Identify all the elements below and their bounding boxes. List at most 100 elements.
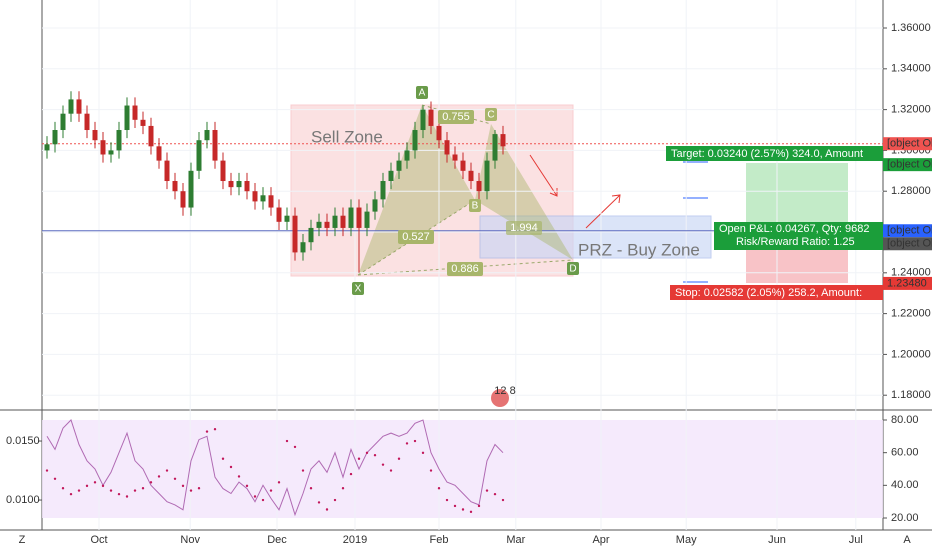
candle-body — [228, 181, 234, 188]
indicator-dot — [293, 445, 297, 449]
indicator-dot — [357, 457, 361, 460]
indicator-dot — [77, 489, 81, 492]
candle-body — [92, 130, 98, 141]
indicator-dot — [325, 508, 329, 511]
pattern-diag — [357, 199, 476, 276]
indicator-dot — [397, 457, 401, 460]
candle-body — [180, 191, 186, 208]
candle-body — [76, 99, 82, 114]
candle-body — [444, 140, 450, 155]
indicator-dot — [493, 492, 497, 496]
target-zone — [746, 163, 848, 230]
indicator-dot — [205, 430, 209, 433]
point-label: D — [569, 264, 576, 275]
point-label: A — [419, 88, 426, 99]
indicator-dot — [453, 504, 457, 508]
indicator-dot — [373, 453, 377, 457]
indicator-dot — [181, 484, 185, 488]
indicator-dot — [477, 504, 481, 508]
point-badge — [352, 282, 364, 295]
candle-body — [396, 160, 402, 171]
price-label: [object Object] — [887, 238, 932, 250]
indicator-dot — [229, 465, 233, 469]
price-label-box — [883, 276, 932, 290]
candle-body — [292, 215, 298, 253]
indicator-dot — [237, 475, 241, 478]
arrow-up — [585, 194, 621, 229]
candle-body — [148, 125, 154, 147]
indicator-dot — [309, 487, 313, 490]
price-label-box — [883, 137, 932, 151]
indicator-dot — [421, 451, 425, 455]
indicator-dot — [197, 487, 201, 490]
pl-box — [714, 222, 883, 250]
indicator-dot — [485, 489, 489, 492]
candle-body — [108, 150, 114, 155]
indicator-dot — [381, 463, 385, 466]
x-tick-label: May — [676, 534, 697, 546]
indicator-dot — [213, 428, 217, 431]
candle-body — [68, 99, 74, 114]
y-tick-label: 1.20000 — [891, 348, 931, 360]
indicator-dot — [189, 489, 193, 492]
pattern-bcd — [475, 124, 573, 260]
y-tick-label: 1.18000 — [891, 389, 931, 401]
a-button[interactable]: A — [903, 534, 911, 546]
price-label-box — [883, 158, 932, 172]
indicator-dot — [469, 510, 473, 514]
stop-label: Stop: 0.02582 (2.05%) 258.2, Amount: — [675, 287, 862, 299]
indicator-dot — [253, 495, 257, 498]
point-badge — [485, 108, 497, 121]
candle-body — [260, 195, 266, 202]
candle-body — [340, 215, 346, 228]
arrow-down — [529, 154, 558, 197]
indicator-dot — [53, 477, 57, 481]
candle-body — [196, 140, 202, 171]
candle-body — [324, 221, 330, 228]
indicator-dot — [173, 477, 177, 481]
rr-label: Risk/Reward Ratio: 1.25 — [736, 236, 855, 248]
indicator-line — [46, 419, 504, 517]
ratio-label: 1.994 — [510, 222, 538, 234]
candle-body — [388, 170, 394, 182]
candle-body — [332, 215, 338, 228]
indicator-dot — [389, 469, 393, 472]
indicator-dot — [245, 484, 249, 488]
indicator-dot — [461, 508, 465, 511]
x-tick-label: Apr — [592, 534, 609, 546]
indicator-dot — [141, 487, 145, 490]
indicator-dot — [333, 498, 337, 502]
x-tick-label: 2019 — [343, 534, 367, 546]
point-label: X — [355, 284, 362, 295]
y-tick-label: 1.28000 — [891, 185, 931, 197]
price-label: [object Object] — [887, 138, 932, 150]
price-label: [object Object] — [887, 225, 932, 237]
candle-body — [428, 109, 434, 126]
indicator-dot — [101, 484, 105, 488]
ratio-label: 0.886 — [451, 263, 479, 275]
indicator-dot — [301, 469, 305, 472]
indicator-dot — [125, 495, 129, 498]
ratio-badge — [398, 230, 434, 244]
candle-body — [308, 227, 314, 243]
indicator-dot — [445, 498, 449, 502]
indicator-dot — [277, 481, 281, 484]
z-button[interactable]: Z — [19, 534, 26, 546]
candle-body — [452, 154, 458, 161]
point-badge — [416, 86, 428, 99]
indicator-dot — [349, 472, 353, 476]
candle-body — [348, 207, 354, 228]
event-icon[interactable] — [491, 389, 509, 407]
ratio-badge — [447, 262, 483, 276]
price-label: [object Object] — [887, 159, 932, 171]
y2-tick-label: 60.00 — [891, 447, 919, 459]
candle-body — [468, 170, 474, 182]
indicator-dot — [501, 498, 505, 502]
candle-body — [252, 191, 258, 202]
candle-body — [404, 150, 410, 161]
ratio-label: 0.527 — [402, 231, 430, 243]
candle-body — [244, 181, 250, 192]
event-badge[interactable]: 12 8 — [494, 385, 515, 397]
candle-body — [132, 105, 138, 120]
